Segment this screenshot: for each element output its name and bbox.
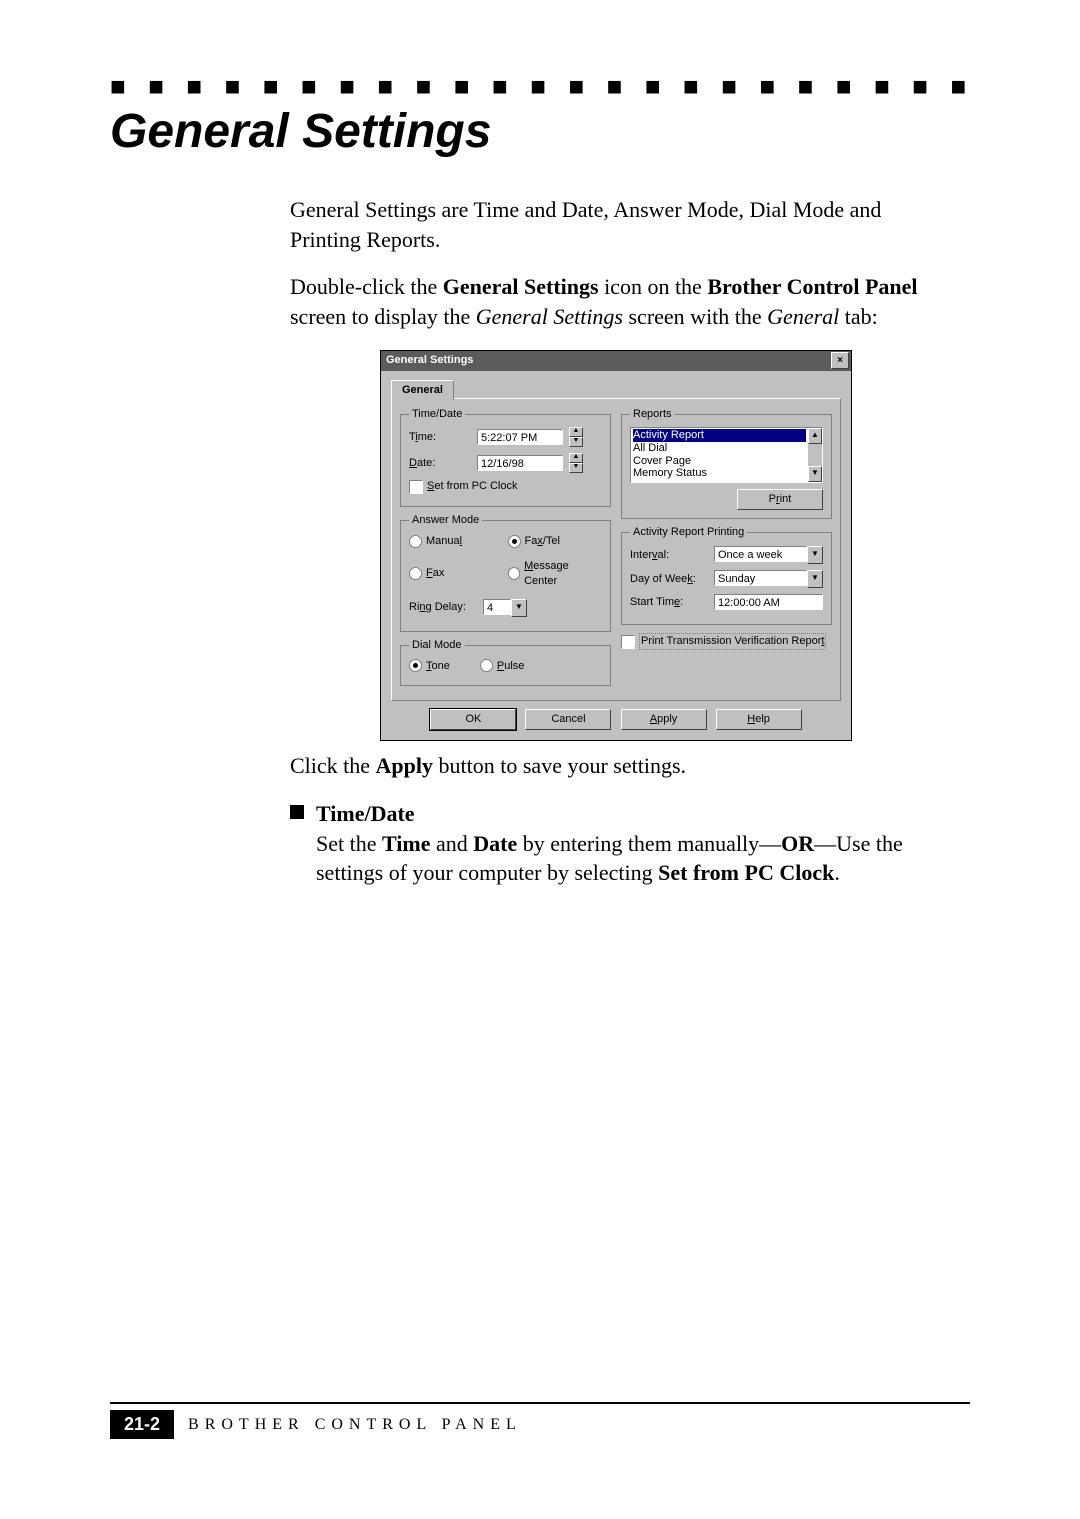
group-activity-report-printing: Activity Report Printing Interval: Once …: [621, 525, 832, 625]
dow-select[interactable]: Sunday ▼: [714, 570, 823, 588]
cancel-button[interactable]: Cancel: [525, 709, 611, 730]
bullet-heading: Time/Date: [316, 799, 930, 829]
date-input[interactable]: 12/16/98: [477, 455, 563, 471]
chevron-up-icon[interactable]: ▲: [569, 453, 583, 463]
list-item[interactable]: All Dial: [633, 442, 806, 455]
verify-report-label: Print Transmission Verification Report: [639, 633, 826, 650]
time-spinner[interactable]: ▲ ▼: [569, 427, 583, 447]
radio-msgcenter[interactable]: [508, 567, 521, 580]
decorative-dots: ■ ■ ■ ■ ■ ■ ■ ■ ■ ■ ■ ■ ■ ■ ■ ■ ■ ■ ■ ■ …: [110, 72, 970, 102]
group-reports: Reports Activity Report All Dial Cover P…: [621, 407, 832, 520]
chevron-down-icon[interactable]: ▼: [807, 546, 823, 564]
radio-fax[interactable]: [409, 567, 422, 580]
dialog-title: General Settings: [386, 353, 473, 368]
group-time-date: Time/Date Time: 5:22:07 PM ▲ ▼: [400, 407, 611, 508]
radio-pulse[interactable]: [480, 659, 493, 672]
date-label: Date:: [409, 456, 471, 471]
dow-label: Day of Week:: [630, 572, 708, 587]
section-title: General Settings: [110, 104, 970, 159]
group-dial-mode: Dial Mode Tone Pulse: [400, 638, 611, 687]
chevron-down-icon[interactable]: ▼: [569, 463, 583, 473]
set-from-pc-checkbox[interactable]: [409, 480, 423, 494]
group-answer-mode: Answer Mode Manual Fax/Tel Fax Message C…: [400, 513, 611, 631]
chevron-down-icon[interactable]: ▼: [511, 599, 527, 617]
instruction-paragraph: Double-click the General Settings icon o…: [290, 272, 930, 331]
chevron-up-icon[interactable]: ▲: [569, 427, 583, 437]
radio-manual[interactable]: [409, 535, 422, 548]
dialog-titlebar: General Settings ×: [381, 351, 851, 371]
intro-paragraph: General Settings are Time and Date, Answ…: [290, 195, 930, 254]
ok-button[interactable]: OK: [430, 709, 516, 730]
bullet-paragraph: Set the Time and Date by entering them m…: [316, 829, 930, 888]
time-label: Time:: [409, 430, 471, 445]
bullet-icon: [290, 805, 304, 819]
chevron-up-icon[interactable]: ▲: [808, 428, 822, 444]
tab-general[interactable]: General: [391, 380, 454, 400]
close-icon[interactable]: ×: [831, 352, 849, 369]
ring-delay-label: Ring Delay:: [409, 600, 477, 615]
ring-delay-select[interactable]: 4 ▼: [483, 599, 527, 617]
help-button[interactable]: Help: [716, 709, 802, 730]
list-item[interactable]: Cover Page: [633, 455, 806, 468]
page-number: 21-2: [110, 1410, 174, 1439]
page-footer: 21-2 BROTHER CONTROL PANEL: [110, 1402, 970, 1439]
apply-instruction: Click the Apply button to save your sett…: [290, 751, 930, 781]
verify-report-checkbox[interactable]: [621, 635, 635, 649]
footer-text: BROTHER CONTROL PANEL: [188, 1416, 522, 1434]
interval-label: Interval:: [630, 548, 708, 563]
time-input[interactable]: 5:22:07 PM: [477, 429, 563, 445]
print-button[interactable]: Print: [737, 489, 823, 510]
radio-faxtel[interactable]: [508, 535, 521, 548]
chevron-down-icon[interactable]: ▼: [569, 437, 583, 447]
date-spinner[interactable]: ▲ ▼: [569, 453, 583, 473]
set-from-pc-label: Set from PC Clock: [427, 479, 517, 494]
general-settings-dialog: General Settings × General Time/Date: [380, 350, 852, 741]
scrollbar[interactable]: ▲ ▼: [808, 428, 822, 482]
reports-listbox[interactable]: Activity Report All Dial Cover Page Memo…: [630, 427, 823, 483]
chevron-down-icon[interactable]: ▼: [808, 466, 822, 482]
start-time-input[interactable]: 12:00:00 AM: [714, 594, 823, 610]
interval-select[interactable]: Once a week ▼: [714, 546, 823, 564]
list-item[interactable]: Memory Status: [633, 467, 806, 480]
start-time-label: Start Time:: [630, 595, 708, 610]
list-item[interactable]: Activity Report: [633, 429, 806, 442]
radio-tone[interactable]: [409, 659, 422, 672]
apply-button[interactable]: Apply: [621, 709, 707, 730]
chevron-down-icon[interactable]: ▼: [807, 570, 823, 588]
